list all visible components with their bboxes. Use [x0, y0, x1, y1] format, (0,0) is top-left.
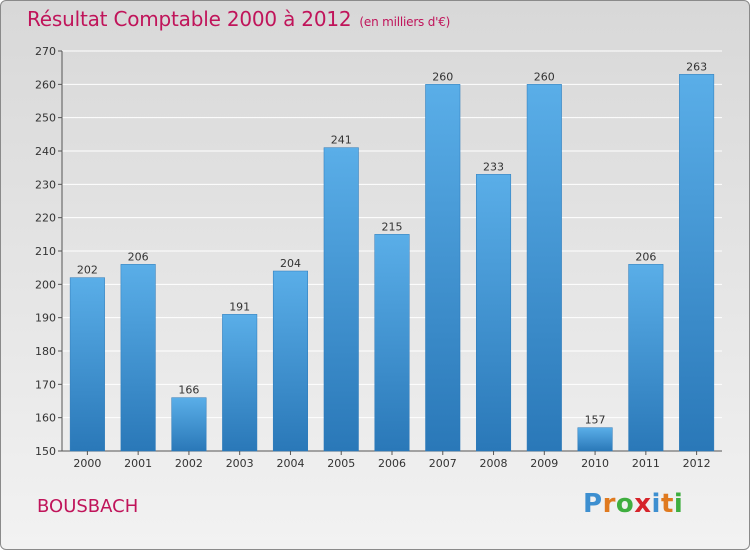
logo-letter: x: [634, 489, 652, 519]
y-tick-label: 240: [35, 145, 56, 158]
bar: [120, 264, 156, 452]
y-tick-label: 160: [35, 412, 56, 425]
y-tick-label: 220: [35, 212, 56, 225]
logo-letter: o: [615, 489, 635, 519]
y-tick-label: 180: [35, 345, 56, 358]
data-label: 260: [534, 70, 555, 83]
bar: [628, 264, 664, 452]
logo-letter: i: [673, 489, 684, 519]
x-tick-label: 2001: [124, 457, 152, 470]
bar: [526, 84, 562, 452]
bar: [171, 397, 207, 452]
proxiti-logo[interactable]: Proxiti: [583, 489, 683, 519]
bar: [272, 270, 308, 452]
data-label: 263: [686, 60, 707, 73]
bar: [323, 147, 359, 452]
x-tick-label: 2003: [226, 457, 254, 470]
data-label: 233: [483, 160, 504, 173]
y-tick-label: 150: [35, 445, 56, 458]
y-tick-label: 270: [35, 45, 56, 58]
x-tick-label: 2005: [327, 457, 355, 470]
x-tick-label: 2012: [683, 457, 711, 470]
logo-letter: r: [602, 489, 616, 519]
x-tick-label: 2011: [632, 457, 660, 470]
x-tick-label: 2006: [378, 457, 406, 470]
data-label: 191: [229, 300, 250, 313]
place-name: BOUSBACH: [37, 496, 139, 517]
x-tick-label: 2009: [530, 457, 558, 470]
bar: [222, 314, 258, 452]
data-label: 241: [331, 134, 352, 147]
x-tick-label: 2002: [175, 457, 203, 470]
data-label: 206: [128, 250, 149, 263]
data-label: 260: [432, 70, 453, 83]
chart-title-text: Résultat Comptable 2000 à 2012: [27, 7, 352, 31]
logo-letter: P: [583, 489, 603, 519]
y-tick-label: 260: [35, 78, 56, 91]
x-tick-label: 2010: [581, 457, 609, 470]
logo-letter: i: [651, 489, 661, 519]
chart-title: Résultat Comptable 2000 à 2012 (en millie…: [27, 7, 450, 31]
data-label: 157: [585, 414, 606, 427]
bar: [577, 427, 613, 452]
data-label: 202: [77, 264, 98, 277]
bar: [425, 84, 461, 452]
y-tick-label: 210: [35, 245, 56, 258]
y-tick-label: 200: [35, 278, 56, 291]
data-label: 166: [178, 384, 199, 397]
logo-letter: t: [660, 489, 674, 519]
bar: [69, 277, 105, 452]
chart-unit: (en milliers d'€): [359, 15, 451, 29]
bar: [679, 74, 715, 452]
data-label: 204: [280, 257, 301, 270]
y-tick-label: 230: [35, 178, 56, 191]
y-tick-label: 190: [35, 312, 56, 325]
x-tick-label: 2007: [429, 457, 457, 470]
y-tick-label: 250: [35, 112, 56, 125]
data-label: 206: [635, 250, 656, 263]
x-tick-label: 2004: [276, 457, 304, 470]
bar: [374, 234, 410, 452]
data-label: 215: [382, 220, 403, 233]
x-tick-label: 2000: [73, 457, 101, 470]
y-tick-label: 170: [35, 378, 56, 391]
bar: [476, 174, 512, 452]
x-tick-label: 2008: [480, 457, 508, 470]
